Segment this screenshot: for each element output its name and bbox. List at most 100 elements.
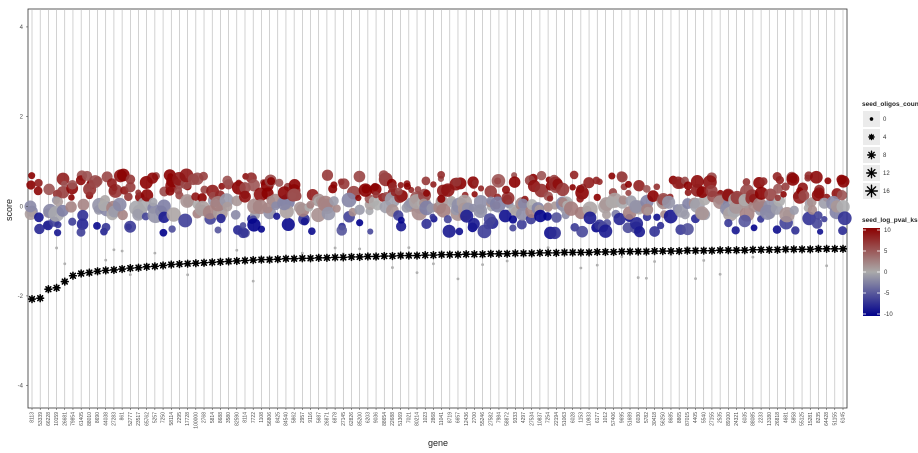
seed-outlier [120,249,124,253]
gene-score-point [142,262,151,271]
seed-point [452,177,462,187]
gene-score-point [658,246,667,256]
gene-score-point [93,267,102,276]
gene-score-point [240,256,250,265]
seed-point [355,194,362,202]
seed-point [596,178,603,186]
x-tick-label: 8719 [447,412,453,423]
x-tick-label: 51063 [562,412,568,426]
seed-point [397,216,405,224]
legend: seed_oligos_coun 0 4 8 12 16 seed_log_pval_k… [862,101,918,318]
x-tick-label: 10933 [587,412,593,426]
gene-score-point [380,251,389,261]
seed-point [421,176,431,186]
gene-score-point [330,253,340,262]
seed-outlier [63,262,67,266]
x-tick-label: 1023 [423,412,429,423]
seed-point [354,204,365,216]
seed-point [239,222,247,229]
seed-point [125,174,136,185]
seed-point [437,171,446,179]
seed-point [247,218,261,232]
seed-outlier [333,246,337,250]
seed-point [275,178,284,187]
gene-score-point [822,244,831,254]
x-tick-label: 6145 [841,412,847,423]
gene-score-point [117,264,127,274]
color-legend-label: 10 [884,228,891,234]
seed-point [140,189,154,202]
x-tick-label: 24321 [734,412,740,426]
x-tick-label: 6035 [742,412,748,423]
seed-point [780,191,787,198]
x-tick-label: 55125 [800,412,806,426]
gene-score-point [527,249,536,258]
seed-point [43,221,52,230]
y-tick-label: -2 [18,294,24,300]
x-tick-label: 1012 [603,412,609,423]
seed-point [68,194,75,201]
x-tick-label: 85200 [357,412,363,426]
x-tick-label: 2233 [759,412,765,423]
x-tick-label: 9695 [619,412,625,423]
gene-score-point [543,248,553,258]
y-axis: -4 -2 0 2 4 [18,25,28,390]
size-legend-label: 16 [883,189,890,195]
x-tick-label: 15281 [808,412,814,426]
seed-point [93,222,101,230]
x-tick-label: 8113 [30,412,36,423]
x-tick-label: 5540 [701,412,707,423]
seed-point [773,183,784,194]
x-tick-label: 87015 [685,412,691,426]
gene-score-point [568,248,577,257]
gene-score-point [748,245,758,254]
seed-point [647,190,659,202]
x-tick-label: 9036 [374,412,380,423]
x-tick-label: 5858 [791,412,797,423]
x-tick-label: 13180 [767,412,773,426]
seed-point [460,209,474,223]
x-tick-label: 65762 [144,412,150,426]
gene-score-point [404,251,414,260]
gene-score-point [478,250,487,259]
x-tick-label: 88010 [87,412,93,426]
x-tick-label: 27145 [341,412,347,426]
x-tick-label: 17728 [185,412,191,426]
seed-point [508,215,518,224]
seed-point [88,175,102,188]
x-tick-label: 10159 [54,412,60,426]
seed-point [593,193,601,202]
gene-score-point [85,268,94,277]
seed-point [34,212,44,223]
seed-point [180,194,195,208]
seed-point [321,206,336,221]
seed-point [634,226,646,238]
seed-point [24,200,37,213]
gene-score-point [552,248,561,258]
x-tick-label: 27534 [529,412,535,426]
seed-point [26,180,36,190]
seed-point [543,212,552,221]
seed-point [625,189,632,197]
x-tick-label: 53339 [38,412,44,426]
seed-point [680,210,690,220]
x-tick-label: 88654 [382,412,388,426]
seed-outlier [391,266,394,269]
seed-point [813,211,823,220]
seed-point [798,190,810,201]
x-tick-label: 8688 [218,412,224,423]
seed-point [696,186,709,199]
x-tick-label: 1108 [259,412,265,423]
seed-point [608,172,616,180]
gene-score-point [683,246,692,255]
x-tick-label: 6030 [636,412,642,423]
x-tick-label: 30418 [652,412,658,426]
seed-point [536,170,547,181]
gene-score-point [707,246,717,255]
gene-score-point [150,262,160,271]
x-tick-label: 84540 [284,412,290,426]
seed-point [187,173,200,186]
x-tick-label: 27283 [112,412,118,426]
gene-score-point [322,253,332,263]
